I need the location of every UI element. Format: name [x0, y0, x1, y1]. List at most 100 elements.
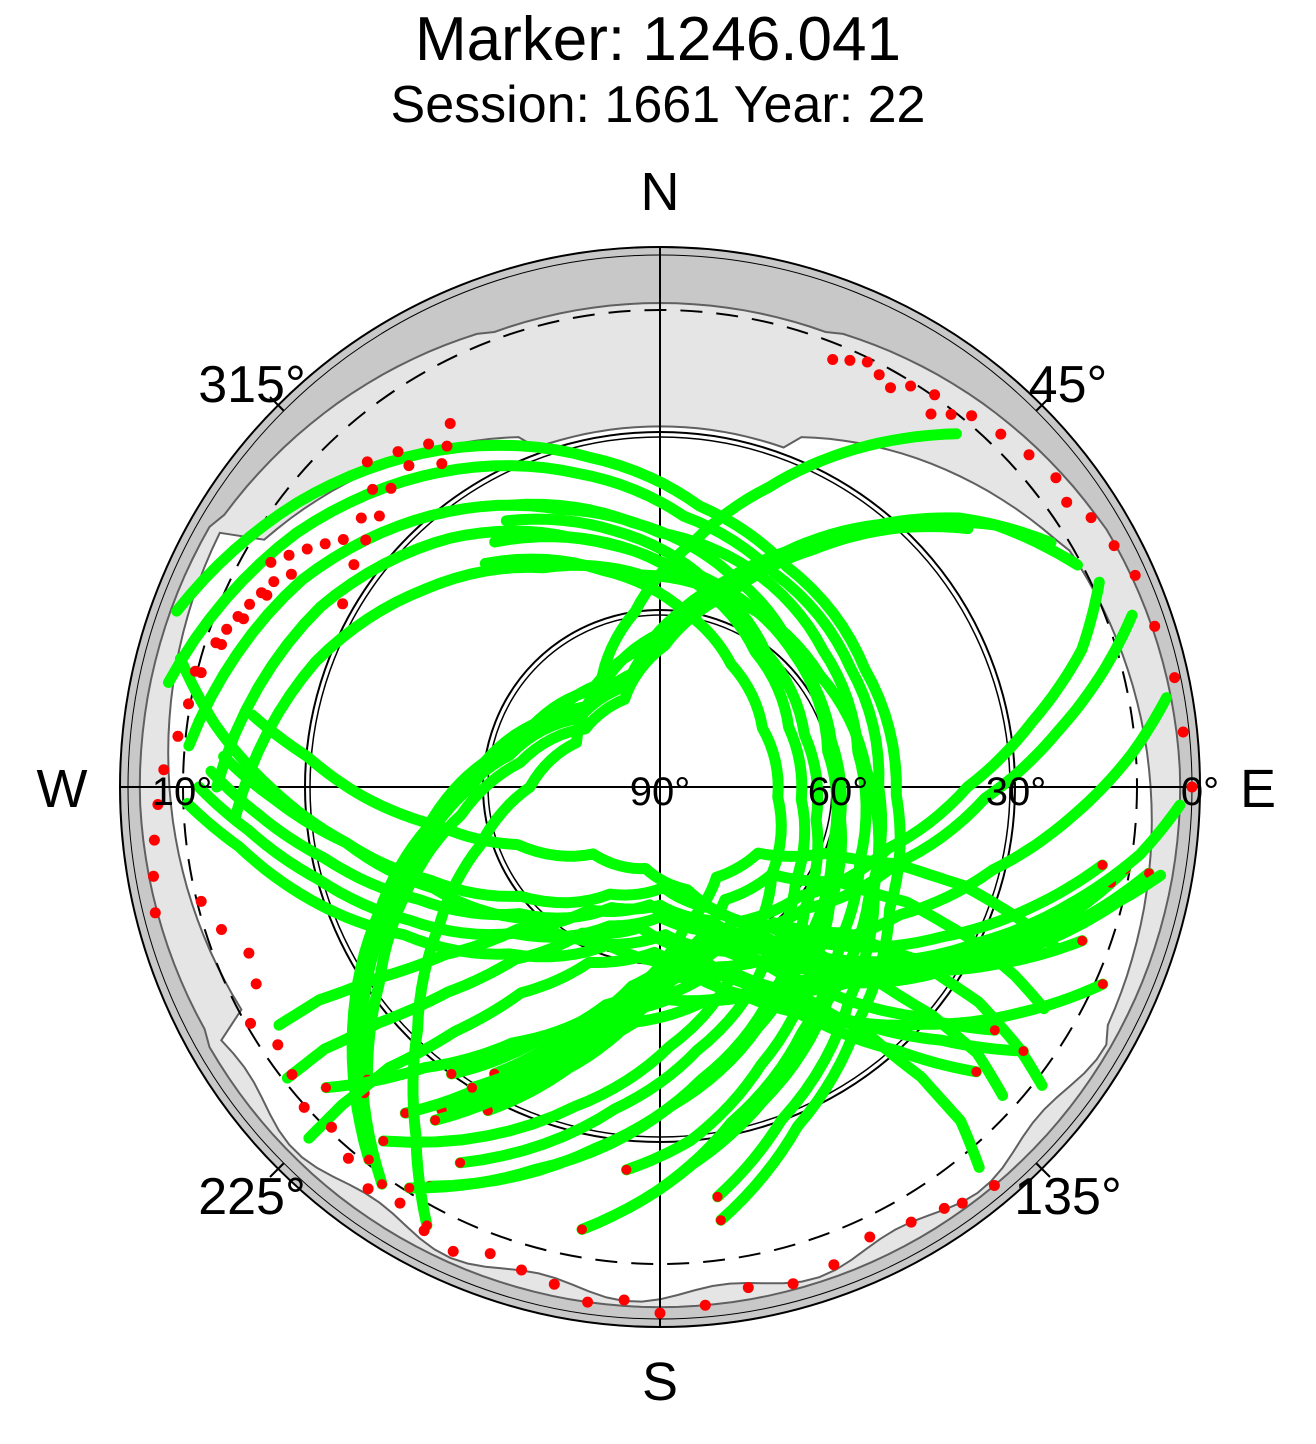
- rejected-point: [925, 408, 937, 420]
- rejected-point: [945, 408, 957, 420]
- rejected-point: [864, 1231, 876, 1243]
- north-label: N: [641, 162, 680, 222]
- rejected-point: [183, 698, 194, 710]
- track-end-rejected-point: [377, 1179, 387, 1190]
- tick-45: [1035, 396, 1051, 412]
- rejected-point: [1108, 540, 1120, 552]
- elevation-label-30: 30°: [986, 770, 1047, 814]
- track-end-rejected-point: [1097, 860, 1108, 870]
- rejected-point: [158, 764, 170, 776]
- rejected-point: [905, 1216, 917, 1228]
- rejected-point: [250, 978, 262, 990]
- rejected-point: [956, 1197, 968, 1209]
- rejected-point: [319, 538, 331, 550]
- track-end-rejected-point: [1018, 1046, 1029, 1057]
- rejected-point: [516, 1264, 527, 1276]
- azimuth-label-45: 45°: [1029, 356, 1108, 414]
- rejected-point: [654, 1307, 666, 1319]
- track-end-rejected-point: [989, 1025, 1000, 1036]
- rejected-point: [337, 598, 349, 610]
- tick-315: [269, 396, 285, 412]
- south-label: S: [642, 1352, 678, 1412]
- rejected-point: [268, 576, 280, 588]
- rejected-point: [1050, 472, 1062, 484]
- azimuth-label-135: 135°: [1014, 1168, 1122, 1226]
- observation-track: [183, 499, 872, 1195]
- rejected-point: [361, 456, 373, 468]
- rejected-point: [216, 924, 227, 935]
- elevation-label-90: 90°: [630, 770, 691, 814]
- rejected-point: [861, 356, 873, 368]
- rejected-point: [618, 1294, 630, 1306]
- rejected-point: [342, 1152, 354, 1164]
- rejected-point: [394, 1197, 406, 1209]
- track-end-rejected-point: [577, 1224, 587, 1235]
- west-label: W: [37, 759, 88, 819]
- track-end-rejected-point: [400, 1108, 411, 1119]
- rejected-point: [210, 637, 222, 649]
- rejected-point: [221, 623, 233, 635]
- rejected-point: [256, 587, 267, 599]
- observation-track: [429, 917, 1048, 1126]
- rejected-point: [360, 534, 372, 546]
- rejected-point: [326, 1121, 337, 1133]
- rejected-point: [873, 369, 885, 381]
- track-end-rejected-point: [467, 1082, 478, 1093]
- rejected-point: [1023, 449, 1035, 461]
- elevation-label-0: 0°: [1181, 770, 1219, 814]
- rejected-point: [938, 1202, 950, 1214]
- track-end-rejected-point: [321, 1082, 332, 1093]
- track-end-rejected-point: [1077, 935, 1088, 946]
- observation-track: [377, 553, 787, 1148]
- track-end-rejected-point: [446, 1068, 457, 1079]
- rejected-point: [149, 907, 161, 919]
- track-end-rejected-point: [363, 1154, 374, 1165]
- rejected-point: [148, 834, 160, 846]
- rejected-point: [1169, 672, 1181, 684]
- rejected-point: [1186, 781, 1198, 793]
- rejected-point: [742, 1282, 754, 1294]
- rejected-point: [265, 556, 277, 568]
- rejected-point: [362, 1183, 374, 1195]
- rejected-point: [189, 665, 201, 677]
- azimuth-label-225: 225°: [198, 1168, 306, 1226]
- observation-track: [361, 521, 974, 1086]
- observation-track: [482, 868, 1050, 1117]
- track-end-rejected-point: [715, 1215, 726, 1226]
- rejected-point: [418, 1225, 430, 1237]
- rejected-point: [245, 1017, 256, 1029]
- azimuth-label-315: 315°: [198, 356, 306, 414]
- elevation-label-60: 60°: [808, 770, 869, 814]
- rejected-point: [447, 1245, 459, 1257]
- chart-title: Marker: 1246.041: [415, 5, 901, 74]
- tick-225: [269, 1162, 285, 1178]
- rejected-point: [441, 440, 453, 452]
- track-end-rejected-point: [971, 1066, 982, 1077]
- rejected-point: [548, 1278, 560, 1290]
- observation-track: [407, 428, 962, 1231]
- rejected-point: [828, 1259, 840, 1271]
- rejected-point: [582, 1296, 594, 1308]
- track-end-rejected-point: [404, 1183, 415, 1193]
- rejected-point: [285, 568, 297, 580]
- rejected-point: [244, 598, 256, 610]
- rejected-point: [444, 418, 456, 429]
- elevation-label-10: 10°: [152, 770, 213, 814]
- rejected-point: [1061, 496, 1073, 508]
- rejected-point: [423, 438, 435, 450]
- rejected-point: [827, 354, 839, 365]
- rejected-point: [988, 1180, 1000, 1191]
- rejected-point: [484, 1248, 496, 1260]
- rejected-point: [337, 534, 349, 545]
- rejected-point: [403, 460, 415, 472]
- rejected-point: [286, 1069, 298, 1080]
- rejected-point: [1177, 726, 1189, 738]
- track-end-rejected-point: [455, 1157, 466, 1168]
- track-end-rejected-point: [1097, 979, 1108, 990]
- observation-track: [303, 946, 1029, 1144]
- track-end-rejected-point: [430, 1115, 441, 1126]
- rejected-point: [436, 458, 448, 470]
- track-end-rejected-point: [378, 1136, 389, 1146]
- rejected-point: [1149, 620, 1161, 632]
